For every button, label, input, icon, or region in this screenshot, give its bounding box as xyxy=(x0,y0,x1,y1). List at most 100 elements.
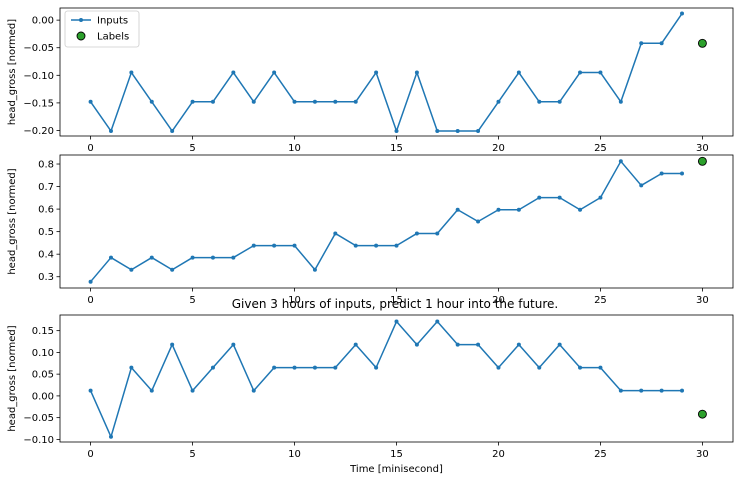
legend-inputs-marker xyxy=(79,18,83,22)
x-tick-label: 25 xyxy=(594,295,607,306)
inputs-point xyxy=(231,255,236,260)
inputs-point xyxy=(292,99,297,104)
inputs-series-line xyxy=(90,160,683,283)
inputs-point xyxy=(435,231,440,236)
inputs-point xyxy=(231,70,236,75)
x-tick-label: 0 xyxy=(87,449,93,460)
y-tick-label: −0.15 xyxy=(23,98,54,109)
y-tick-label: 0.00 xyxy=(32,16,54,27)
inputs-point xyxy=(394,129,399,134)
inputs-point xyxy=(659,41,664,46)
x-tick-label: 20 xyxy=(492,295,505,306)
y-axis-label: head_gross [normed] xyxy=(7,325,18,431)
inputs-point xyxy=(455,207,460,212)
inputs-point xyxy=(353,342,358,347)
x-tick-label: 15 xyxy=(390,295,403,306)
y-tick-label: 0.6 xyxy=(38,205,54,216)
x-tick-label: 0 xyxy=(87,295,93,306)
inputs-point xyxy=(108,255,113,260)
inputs-point xyxy=(190,99,195,104)
inputs-point xyxy=(108,434,113,439)
inputs-point xyxy=(88,388,93,393)
x-tick-label: 5 xyxy=(189,295,195,306)
inputs-point xyxy=(414,70,419,75)
inputs-point xyxy=(516,207,521,212)
inputs-series-line xyxy=(89,320,683,438)
inputs-point xyxy=(659,171,664,176)
y-tick-label: 0.8 xyxy=(38,160,54,171)
inputs-point xyxy=(394,319,399,324)
inputs-point xyxy=(598,195,603,200)
x-tick-label: 5 xyxy=(189,449,195,460)
legend: Inputs Labels xyxy=(64,10,140,48)
inputs-point xyxy=(149,388,154,393)
x-tick-label: 15 xyxy=(390,143,403,154)
y-tick-label: 0.15 xyxy=(32,326,54,337)
inputs-point xyxy=(414,231,419,236)
inputs-point xyxy=(108,129,113,134)
inputs-point xyxy=(170,129,175,134)
inputs-point xyxy=(88,99,93,104)
inputs-point xyxy=(557,195,562,200)
inputs-point xyxy=(251,243,256,248)
legend-inputs-label: Inputs xyxy=(97,16,128,27)
inputs-point xyxy=(598,70,603,75)
inputs-point xyxy=(537,99,542,104)
inputs-point xyxy=(374,70,379,75)
inputs-point xyxy=(333,231,338,236)
inputs-point xyxy=(272,243,277,248)
inputs-point xyxy=(190,255,195,260)
inputs-point xyxy=(210,365,215,370)
inputs-point xyxy=(251,388,256,393)
x-tick-label: 10 xyxy=(288,449,301,460)
inputs-point xyxy=(374,365,379,370)
inputs-point xyxy=(537,365,542,370)
x-tick-label: 5 xyxy=(189,143,195,154)
inputs-point xyxy=(374,243,379,248)
inputs-point xyxy=(639,41,644,46)
y-tick-label: −0.10 xyxy=(23,71,54,82)
y-tick-label: 0.00 xyxy=(32,391,54,402)
x-axis-label: Time [minisecond] xyxy=(349,464,443,475)
figure-caption: Given 3 hours of inputs, predict 1 hour … xyxy=(232,297,558,311)
inputs-point xyxy=(680,171,685,176)
inputs-point xyxy=(272,70,277,75)
labels-point xyxy=(697,38,707,48)
x-tick-label: 0 xyxy=(87,143,93,154)
y-tick-label: 0.5 xyxy=(38,227,54,238)
y-tick-label: 0.4 xyxy=(38,250,54,261)
inputs-point xyxy=(476,342,481,347)
x-tick-label: 15 xyxy=(390,449,403,460)
x-tick-label: 25 xyxy=(594,143,607,154)
inputs-point xyxy=(557,99,562,104)
x-tick-label: 20 xyxy=(492,449,505,460)
labels-point xyxy=(697,409,707,419)
inputs-point xyxy=(414,342,419,347)
inputs-point xyxy=(537,195,542,200)
x-tick-label: 10 xyxy=(288,143,301,154)
inputs-point xyxy=(659,388,664,393)
inputs-point xyxy=(639,183,644,188)
inputs-point xyxy=(618,388,623,393)
inputs-point xyxy=(333,365,338,370)
chart-panel-2: 0 5 10 15 20 25 30 0.3 0.4 0.5 0.6 0.7 0.8 head_gross… xyxy=(7,154,734,306)
inputs-series-line xyxy=(89,13,683,132)
inputs-point xyxy=(516,342,521,347)
x-tick-label: 30 xyxy=(696,143,709,154)
inputs-point xyxy=(312,365,317,370)
inputs-point xyxy=(353,99,358,104)
inputs-point xyxy=(312,267,317,272)
inputs-point xyxy=(353,243,358,248)
x-tick-label: 25 xyxy=(594,449,607,460)
inputs-point xyxy=(149,255,154,260)
y-tick-label: 0.7 xyxy=(38,182,54,193)
inputs-point xyxy=(190,388,195,393)
inputs-point xyxy=(251,99,256,104)
inputs-point xyxy=(292,365,297,370)
y-tick-label: 0.05 xyxy=(32,370,54,381)
inputs-point xyxy=(476,219,481,224)
panels: 0 5 10 15 20 25 30 0.00 −0.05 −0.10 −0.15 −0.20 head… xyxy=(7,7,734,475)
y-axis-label: head_gross [normed] xyxy=(7,168,18,274)
